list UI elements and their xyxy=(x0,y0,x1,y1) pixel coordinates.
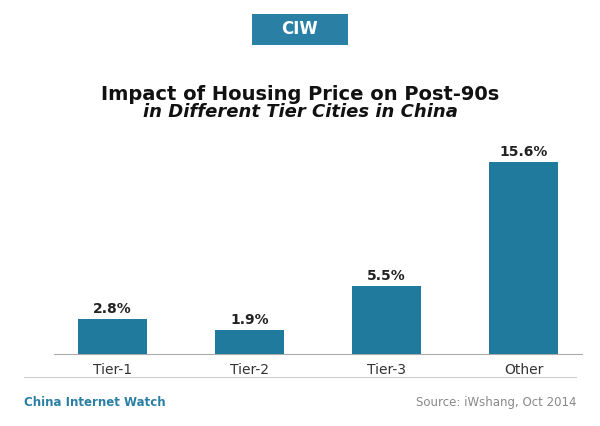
Text: CIW: CIW xyxy=(281,20,319,38)
Text: 2.8%: 2.8% xyxy=(93,302,131,316)
Text: in Different Tier Cities in China: in Different Tier Cities in China xyxy=(143,104,457,121)
Text: 1.9%: 1.9% xyxy=(230,313,269,327)
Bar xyxy=(78,319,146,354)
Bar xyxy=(490,161,558,354)
Bar xyxy=(215,330,284,354)
Bar xyxy=(352,286,421,354)
Text: 15.6%: 15.6% xyxy=(500,144,548,158)
Text: China Internet Watch: China Internet Watch xyxy=(24,396,166,409)
Text: 5.5%: 5.5% xyxy=(367,269,406,283)
Text: Impact of Housing Price on Post-90s: Impact of Housing Price on Post-90s xyxy=(101,85,499,104)
Text: Source: iWshang, Oct 2014: Source: iWshang, Oct 2014 xyxy=(415,396,576,409)
